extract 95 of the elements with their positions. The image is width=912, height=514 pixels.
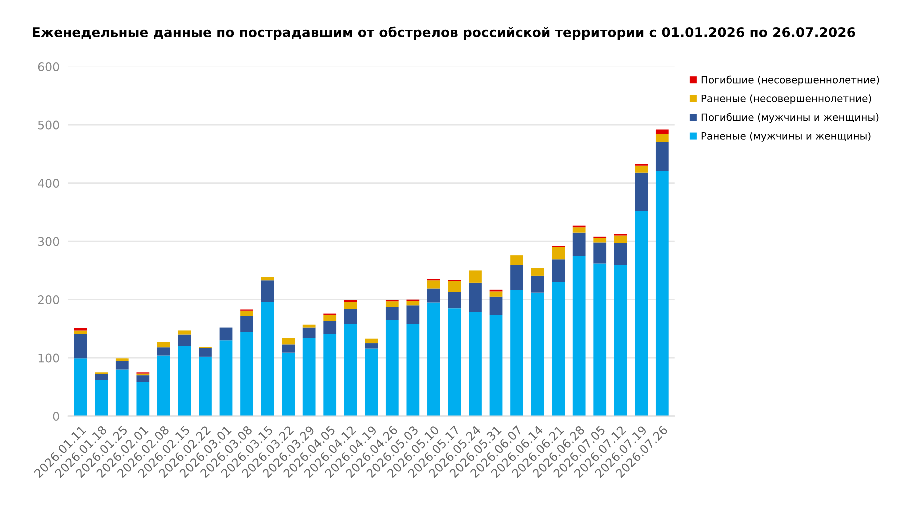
bar <box>510 265 524 291</box>
bar <box>261 302 274 416</box>
bar <box>74 330 88 334</box>
bar <box>510 290 524 416</box>
y-tick-label: 600 <box>38 62 60 72</box>
bar <box>240 316 254 332</box>
bar <box>116 370 129 416</box>
bar <box>614 236 628 244</box>
bar <box>324 321 337 334</box>
bar <box>469 270 482 283</box>
bar <box>572 232 586 256</box>
y-tick-label: 200 <box>38 296 60 304</box>
bar <box>490 296 503 315</box>
bar <box>469 282 482 312</box>
bar <box>302 328 316 338</box>
bar <box>635 172 648 212</box>
bar <box>158 356 170 416</box>
bar <box>656 142 669 172</box>
y-tick-label: 100 <box>38 354 60 363</box>
bar <box>282 344 295 353</box>
bar <box>220 340 233 416</box>
bar <box>178 346 192 416</box>
bar <box>386 307 399 320</box>
bar <box>510 256 524 266</box>
bar <box>116 361 129 370</box>
bar <box>95 380 108 416</box>
bar <box>365 348 378 416</box>
bar <box>531 268 544 276</box>
bar <box>448 308 462 416</box>
bar <box>136 382 150 416</box>
bar <box>428 280 440 289</box>
bar <box>365 344 378 349</box>
bar <box>74 334 88 359</box>
bar <box>656 130 669 134</box>
bar <box>136 376 150 382</box>
legend-label: Погибшие (мужчины и женщины) <box>702 113 879 124</box>
bar <box>282 352 295 416</box>
bar <box>282 338 295 345</box>
bar <box>552 247 566 260</box>
bar <box>552 282 566 416</box>
bar <box>594 242 607 264</box>
bar <box>406 301 420 306</box>
bar <box>158 342 170 348</box>
bar <box>95 374 108 380</box>
bar <box>178 330 192 335</box>
bar <box>344 309 358 324</box>
bar <box>594 238 607 243</box>
bar <box>428 302 440 416</box>
bar <box>572 256 586 416</box>
y-tick-label: 500 <box>38 120 60 130</box>
bar <box>614 243 628 266</box>
bar <box>74 358 88 416</box>
bar <box>572 228 586 233</box>
bar <box>531 276 544 293</box>
y-tick-label: 300 <box>38 237 60 246</box>
bar <box>220 328 233 341</box>
bar <box>240 332 254 416</box>
legend-label: Раненые (несовершеннолетние) <box>702 94 872 104</box>
bar <box>261 277 274 281</box>
bar <box>656 171 669 416</box>
bar <box>448 292 462 309</box>
bar <box>240 310 254 316</box>
bar <box>428 288 440 303</box>
bar <box>531 292 544 416</box>
bar <box>324 314 337 322</box>
legend-label: Раненые (мужчины и женщины) <box>702 132 871 142</box>
bar <box>552 260 566 282</box>
bar <box>448 281 462 292</box>
bar <box>344 324 358 416</box>
bar <box>386 302 399 308</box>
bar <box>656 134 669 143</box>
bar <box>635 211 648 416</box>
bar <box>594 264 607 416</box>
bar <box>469 312 482 416</box>
bar <box>344 302 358 310</box>
bar <box>324 334 337 416</box>
bar <box>302 324 316 328</box>
bar <box>614 265 628 416</box>
bar <box>386 320 399 416</box>
bar <box>406 306 420 324</box>
bar <box>490 314 503 416</box>
chart-title: Еженедельные данные по пострадавшим от обстрелов российской территории с 01.01.2026 по 26.07.2026 <box>33 26 856 40</box>
bar <box>261 280 274 302</box>
y-tick-label: 0 <box>53 412 60 421</box>
bar <box>406 324 420 416</box>
bar <box>302 338 316 416</box>
bar <box>365 338 378 344</box>
bar <box>490 292 503 297</box>
bar <box>635 166 648 173</box>
bar <box>178 334 192 346</box>
y-tick-label: 400 <box>38 179 60 188</box>
bar <box>158 348 170 356</box>
legend-label: Погибшие (несовершеннолетние) <box>702 76 880 86</box>
bar <box>199 356 212 416</box>
bar <box>199 348 212 357</box>
